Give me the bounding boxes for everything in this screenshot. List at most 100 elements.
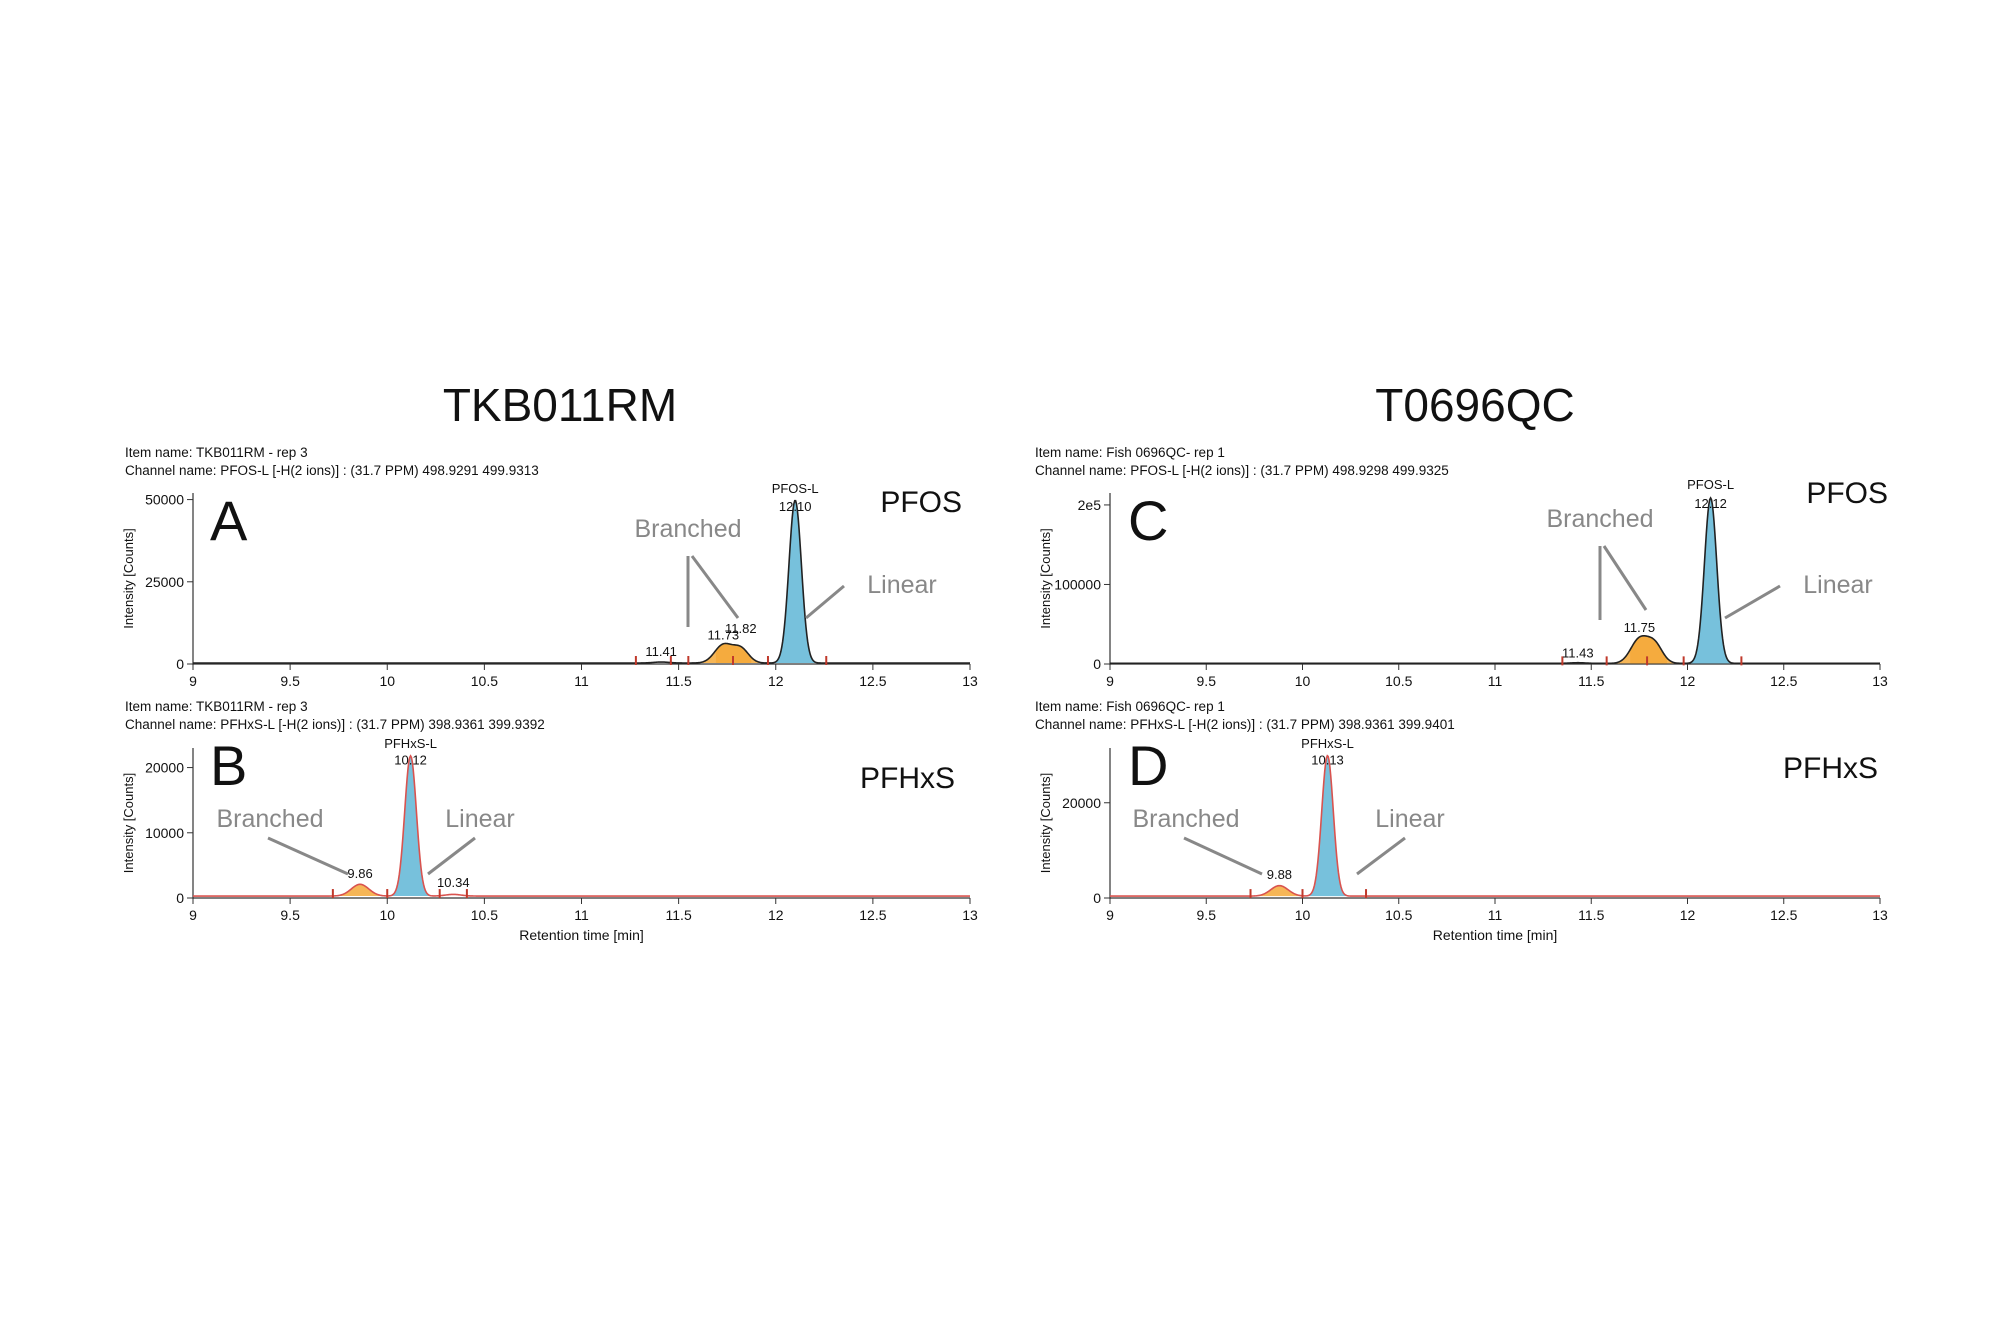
panel-letter-d: D [1128, 734, 1168, 797]
peak-area-d-1 [1309, 755, 1347, 897]
x-tick-label-a-1: 9.5 [280, 673, 300, 689]
peak-label-a-2: 11.82 [725, 621, 757, 636]
linear-pointer-d-0 [1356, 836, 1406, 876]
trace-line-b [193, 754, 970, 897]
x-tick-label-c-7: 12.5 [1770, 673, 1797, 689]
x-tick-label-c-8: 13 [1872, 673, 1888, 689]
peak-area-a-2 [715, 643, 766, 664]
x-tick-label-d-7: 12.5 [1770, 907, 1797, 923]
item-name-b: Item name: TKB011RM - rep 3 [125, 699, 308, 714]
x-tick-label-c-4: 11 [1488, 673, 1503, 689]
y-axis-label-a: Intensity [Counts] [121, 528, 136, 628]
compound-label-c: PFOS [1806, 477, 1888, 510]
y-axis-label-d: Intensity [Counts] [1038, 773, 1053, 873]
peak-label-b-2: PFHxS-L [384, 736, 437, 751]
branched-pointer-a-1 [690, 555, 740, 619]
x-tick-label-d-1: 9.5 [1197, 907, 1217, 923]
x-tick-label-a-4: 11 [574, 673, 589, 689]
peak-area-c-3 [1690, 497, 1731, 664]
y-tick-label-c-0: 0 [1093, 656, 1101, 672]
compound-label-d: PFHxS [1783, 752, 1878, 785]
peak-label-b-3: 10.12 [394, 752, 427, 767]
peak-label-c-3: 12.12 [1694, 496, 1727, 511]
peak-label-a-1: 11.73 [708, 627, 740, 642]
x-tick-label-b-4: 11 [574, 907, 589, 923]
trace-line-d [1110, 754, 1880, 897]
branched-pointer-b-0 [267, 836, 349, 876]
y-axis-label-c: Intensity [Counts] [1038, 528, 1053, 628]
x-tick-label-b-7: 12.5 [859, 907, 886, 923]
x-tick-label-c-3: 10.5 [1385, 673, 1412, 689]
y-tick-label-a-2: 50000 [145, 492, 184, 508]
y-tick-label-b-2: 20000 [145, 760, 184, 776]
peak-area-c-2 [1630, 635, 1680, 664]
x-tick-label-d-2: 10 [1295, 907, 1311, 923]
x-tick-label-a-5: 11.5 [666, 673, 692, 689]
peak-label-b-0: 9.86 [347, 866, 372, 881]
y-tick-label-a-0: 0 [176, 656, 184, 672]
x-tick-label-a-2: 10 [379, 673, 395, 689]
x-tick-label-a-3: 10.5 [471, 673, 498, 689]
x-tick-label-c-1: 9.5 [1197, 673, 1217, 689]
x-tick-label-a-6: 12 [768, 673, 784, 689]
x-tick-label-d-4: 11 [1488, 907, 1503, 923]
branched-annotation-b: Branched [216, 805, 323, 833]
x-tick-label-b-8: 13 [962, 907, 978, 923]
panel-letter-a: A [210, 489, 248, 552]
x-axis-label-b: Retention time [min] [519, 927, 644, 943]
x-tick-label-d-3: 10.5 [1385, 907, 1412, 923]
x-tick-label-b-1: 9.5 [280, 907, 300, 923]
peak-label-a-0: 11.41 [645, 644, 677, 659]
channel-name-d: Channel name: PFHxS-L [-H(2 ions)] : (31… [1035, 717, 1455, 732]
peak-label-c-0: 11.43 [1562, 646, 1594, 661]
linear-pointer-b-0 [427, 836, 476, 876]
linear-annotation-a: Linear [867, 571, 937, 599]
y-tick-label-b-0: 0 [176, 890, 184, 906]
branched-annotation-c: Branched [1546, 505, 1653, 533]
linear-annotation-c: Linear [1803, 571, 1873, 599]
compound-label-b: PFHxS [860, 762, 955, 795]
branched-pointer-c-1 [1602, 545, 1648, 611]
y-tick-label-d-1: 20000 [1062, 795, 1101, 811]
branched-annotation-d: Branched [1132, 805, 1239, 833]
x-tick-label-a-0: 9 [189, 673, 197, 689]
y-tick-label-a-1: 25000 [145, 574, 184, 590]
branched-pointer-d-0 [1183, 836, 1263, 876]
branched-annotation-a: Branched [634, 515, 741, 543]
channel-name-a: Channel name: PFOS-L [-H(2 ions)] : (31.… [125, 463, 539, 478]
linear-annotation-d: Linear [1375, 805, 1445, 833]
linear-pointer-a-0 [805, 584, 845, 620]
x-tick-label-c-2: 10 [1295, 673, 1311, 689]
peak-label-d-2: 10.13 [1311, 753, 1344, 768]
linear-annotation-b: Linear [445, 805, 515, 833]
x-tick-label-b-6: 12 [768, 907, 784, 923]
x-tick-label-c-0: 9 [1106, 673, 1114, 689]
peak-area-a-3 [775, 500, 816, 664]
x-tick-label-b-5: 11.5 [666, 907, 692, 923]
y-tick-label-c-2: 2e5 [1078, 497, 1102, 513]
panel-letter-b: B [210, 734, 247, 797]
item-name-d: Item name: Fish 0696QC- rep 1 [1035, 699, 1225, 714]
x-tick-label-d-5: 11.5 [1578, 907, 1604, 923]
y-tick-label-c-1: 100000 [1054, 576, 1101, 592]
peak-label-d-0: 9.88 [1267, 867, 1292, 882]
x-tick-label-b-0: 9 [189, 907, 197, 923]
channel-name-c: Channel name: PFOS-L [-H(2 ions)] : (31.… [1035, 463, 1449, 478]
peak-label-c-1: 11.75 [1624, 620, 1656, 635]
x-tick-label-a-7: 12.5 [859, 673, 886, 689]
x-tick-label-d-8: 13 [1872, 907, 1888, 923]
peak-label-c-2: PFOS-L [1687, 477, 1734, 492]
peak-label-a-3: PFOS-L [772, 481, 819, 496]
y-tick-label-b-1: 10000 [145, 825, 184, 841]
x-tick-label-b-2: 10 [379, 907, 395, 923]
compound-label-a: PFOS [880, 486, 962, 519]
y-tick-label-d-0: 0 [1093, 890, 1101, 906]
channel-name-b: Channel name: PFHxS-L [-H(2 ions)] : (31… [125, 717, 545, 732]
y-axis-label-b: Intensity [Counts] [121, 773, 136, 873]
x-axis-label-d: Retention time [min] [1433, 927, 1558, 943]
item-name-a: Item name: TKB011RM - rep 3 [125, 445, 308, 460]
item-name-c: Item name: Fish 0696QC- rep 1 [1035, 445, 1225, 460]
peak-label-a-4: 12.10 [779, 499, 812, 514]
